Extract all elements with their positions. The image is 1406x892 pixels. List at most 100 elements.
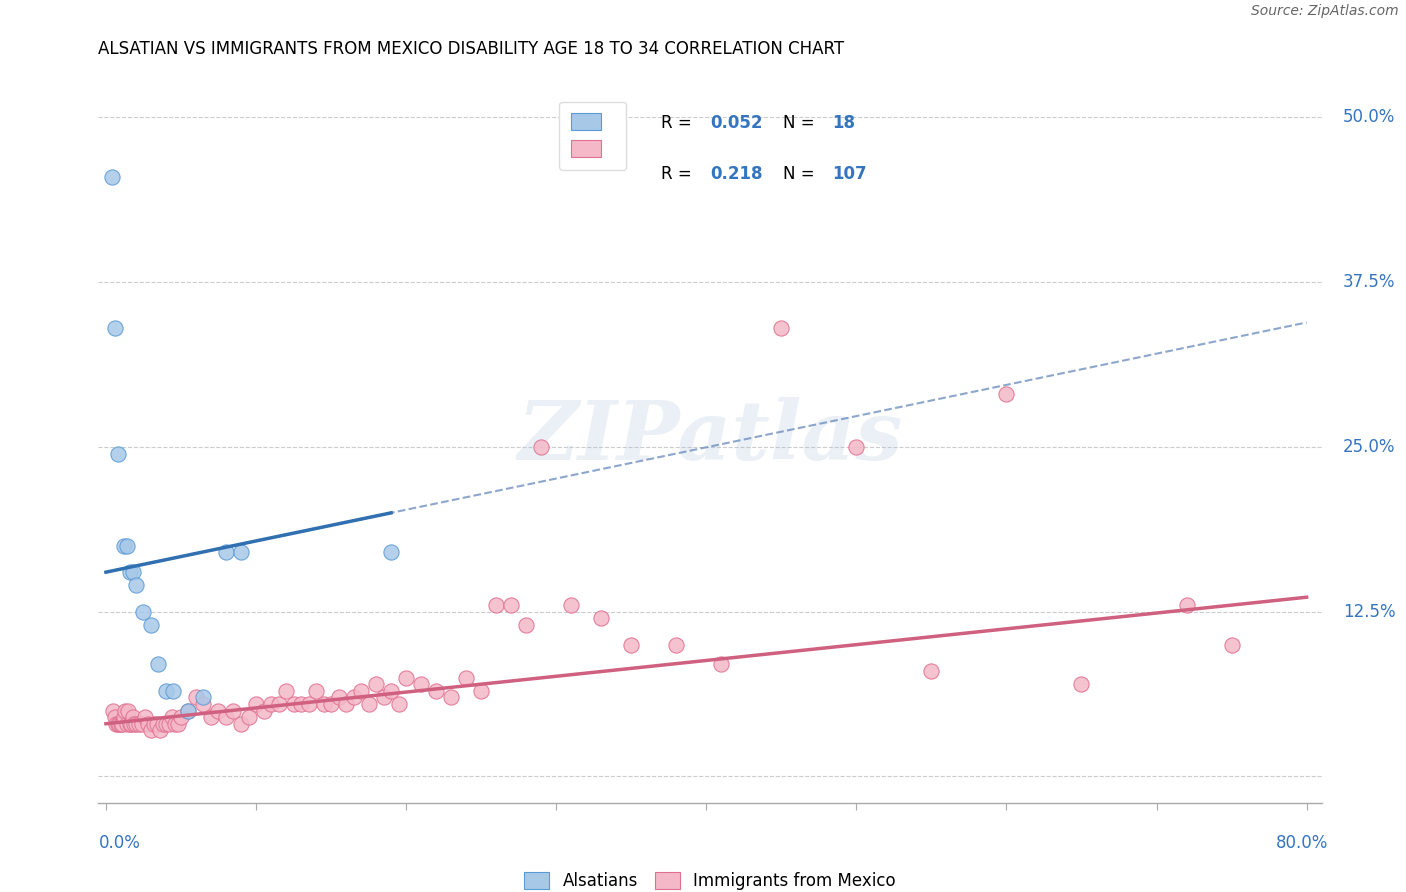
Point xyxy=(125,578,148,592)
Text: 0.052: 0.052 xyxy=(710,113,762,131)
Point xyxy=(501,598,523,612)
Point xyxy=(319,697,342,711)
Point xyxy=(387,697,409,711)
Point xyxy=(177,704,200,718)
Point xyxy=(591,611,613,625)
Point xyxy=(373,690,395,705)
Point xyxy=(101,169,124,184)
Point xyxy=(380,545,402,559)
Point xyxy=(560,598,582,612)
Text: 0.0%: 0.0% xyxy=(98,834,141,852)
Point xyxy=(274,683,297,698)
Point xyxy=(122,710,145,724)
Legend: Alsatians, Immigrants from Mexico: Alsatians, Immigrants from Mexico xyxy=(517,865,903,892)
Point xyxy=(104,321,127,335)
Point xyxy=(470,683,492,698)
Text: 107: 107 xyxy=(832,165,868,183)
Point xyxy=(162,683,184,698)
Point xyxy=(252,704,274,718)
Text: ALSATIAN VS IMMIGRANTS FROM MEXICO DISABILITY AGE 18 TO 34 CORRELATION CHART: ALSATIAN VS IMMIGRANTS FROM MEXICO DISAB… xyxy=(98,40,845,58)
Point xyxy=(305,683,328,698)
Point xyxy=(146,716,169,731)
Point xyxy=(710,657,733,672)
Point xyxy=(364,677,387,691)
Point xyxy=(160,710,183,724)
Point xyxy=(1070,677,1092,691)
Point xyxy=(425,683,447,698)
Point xyxy=(1220,638,1243,652)
Point xyxy=(260,697,283,711)
Point xyxy=(342,690,364,705)
Point xyxy=(238,710,260,724)
Text: 25.0%: 25.0% xyxy=(1343,438,1395,456)
Text: Source: ZipAtlas.com: Source: ZipAtlas.com xyxy=(1251,4,1399,19)
Point xyxy=(283,697,305,711)
Point xyxy=(103,704,125,718)
Point xyxy=(110,716,132,731)
Point xyxy=(112,710,135,724)
Point xyxy=(104,710,127,724)
Point xyxy=(845,440,868,454)
Text: 37.5%: 37.5% xyxy=(1343,273,1395,291)
Point xyxy=(155,716,177,731)
Point xyxy=(163,716,186,731)
Point xyxy=(112,539,135,553)
Point xyxy=(139,723,162,738)
Point xyxy=(122,565,145,579)
Point xyxy=(117,704,139,718)
Text: 80.0%: 80.0% xyxy=(1277,834,1329,852)
Point xyxy=(105,716,128,731)
Point xyxy=(193,690,215,705)
Y-axis label: Disability Age 18 to 34: Disability Age 18 to 34 xyxy=(0,343,8,532)
Point xyxy=(118,565,141,579)
Point xyxy=(328,690,350,705)
Point xyxy=(142,716,165,731)
Point xyxy=(200,710,222,724)
Point xyxy=(215,710,238,724)
Text: 12.5%: 12.5% xyxy=(1343,603,1395,621)
Text: ZIPatlas: ZIPatlas xyxy=(517,397,903,477)
Point xyxy=(995,387,1018,401)
Point xyxy=(395,671,418,685)
Point xyxy=(170,710,193,724)
Point xyxy=(665,638,688,652)
Point xyxy=(124,716,146,731)
Point xyxy=(115,539,138,553)
Text: 50.0%: 50.0% xyxy=(1343,109,1395,127)
Text: 18: 18 xyxy=(832,113,855,131)
Text: N =: N = xyxy=(783,165,820,183)
Point xyxy=(290,697,312,711)
Point xyxy=(155,683,177,698)
Point xyxy=(134,710,156,724)
Point xyxy=(456,671,478,685)
Point xyxy=(132,605,155,619)
Point xyxy=(350,683,373,698)
Point xyxy=(215,545,238,559)
Point xyxy=(131,716,153,731)
Point xyxy=(148,657,170,672)
Point xyxy=(335,697,357,711)
Point xyxy=(229,545,252,559)
Point xyxy=(229,716,252,731)
Point xyxy=(485,598,508,612)
Point xyxy=(139,618,162,632)
Point xyxy=(118,716,141,731)
Text: R =: R = xyxy=(661,165,697,183)
Text: R =: R = xyxy=(661,113,697,131)
Point xyxy=(125,716,148,731)
Point xyxy=(515,618,537,632)
Point xyxy=(107,716,129,731)
Point xyxy=(357,697,380,711)
Point xyxy=(120,716,142,731)
Point xyxy=(136,716,159,731)
Point xyxy=(312,697,335,711)
Point xyxy=(267,697,290,711)
Text: 0.218: 0.218 xyxy=(710,165,762,183)
Point xyxy=(108,716,131,731)
Point xyxy=(152,716,174,731)
Point xyxy=(207,704,229,718)
Point xyxy=(222,704,245,718)
Point xyxy=(530,440,553,454)
Point xyxy=(184,690,207,705)
Point xyxy=(245,697,267,711)
